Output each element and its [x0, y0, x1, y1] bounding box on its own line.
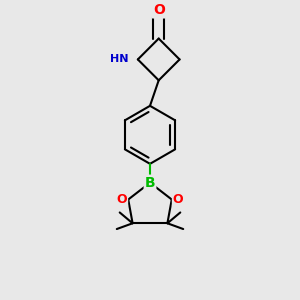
- Text: O: O: [117, 193, 127, 206]
- Text: O: O: [173, 193, 183, 206]
- Text: HN: HN: [110, 54, 128, 64]
- Text: O: O: [153, 3, 165, 17]
- Text: B: B: [145, 176, 155, 190]
